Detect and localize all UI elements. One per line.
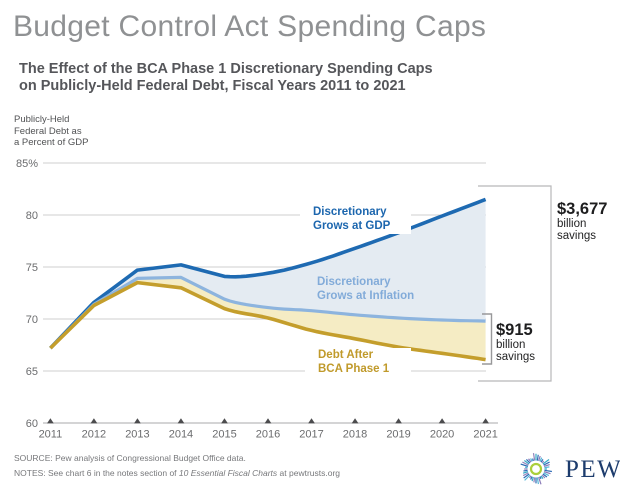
starburst-ray bbox=[522, 461, 529, 466]
notes-italic-title: 10 Essential Fiscal Charts bbox=[178, 468, 278, 478]
x-tick-mark bbox=[47, 418, 54, 424]
starburst-ray bbox=[543, 472, 550, 477]
line-debt-after-bca bbox=[49, 280, 486, 362]
page-title: Budget Control Act Spending Caps bbox=[13, 10, 487, 43]
starburst-ray bbox=[540, 459, 544, 463]
starburst-ray bbox=[525, 458, 531, 464]
starburst-ray bbox=[531, 476, 534, 482]
starburst-ray bbox=[520, 463, 529, 467]
y-tick-label: 85% bbox=[16, 158, 38, 170]
savings-bracket-inflation bbox=[482, 313, 493, 365]
y-tick-label: 60 bbox=[26, 418, 38, 430]
subtitle-line-2: on Publicly-Held Federal Debt, Fiscal Ye… bbox=[19, 78, 406, 94]
starburst-ray bbox=[522, 472, 529, 477]
starburst-ray bbox=[528, 458, 532, 463]
starburst-ray bbox=[532, 458, 534, 462]
starburst-ray bbox=[523, 460, 530, 465]
starburst-ray bbox=[539, 476, 542, 480]
y-tick-label: 65 bbox=[26, 366, 38, 378]
gdp-savings-amount: $3,677 bbox=[557, 200, 608, 218]
starburst-ray bbox=[530, 476, 533, 480]
starburst-ray bbox=[543, 461, 550, 466]
starburst-ray bbox=[523, 473, 530, 479]
chart-subtitle: The Effect of the BCA Phase 1 Discretion… bbox=[19, 61, 433, 95]
starburst-ray bbox=[539, 457, 543, 462]
line-grows-at-inflation bbox=[49, 275, 486, 350]
starburst-ray bbox=[522, 471, 529, 474]
line-grows-at-gdp bbox=[49, 197, 487, 350]
starburst-ray bbox=[544, 469, 552, 473]
series-label-grows-at-inflation: Discretionary Grows at Inflation bbox=[317, 276, 415, 302]
x-tick-mark bbox=[264, 418, 272, 424]
series-label-debt-after-bca: Debt After BCA Phase 1 bbox=[305, 348, 411, 378]
x-tick-label: 2014 bbox=[169, 429, 193, 441]
pew-logo: PEW bbox=[510, 443, 620, 495]
x-tick-mark bbox=[90, 418, 98, 424]
y-tick-label: 75 bbox=[26, 262, 38, 274]
subtitle-line-1: The Effect of the BCA Phase 1 Discretion… bbox=[19, 61, 433, 77]
annotation-inflation-savings: $915 billion savings bbox=[496, 321, 535, 363]
x-tick-mark bbox=[134, 418, 141, 424]
annotation-gdp-savings: $3,677 billion savings bbox=[557, 200, 608, 242]
savings-bracket-gdp bbox=[478, 185, 552, 382]
x-tick-mark bbox=[351, 418, 359, 424]
pew-wordmark: PEW bbox=[565, 456, 620, 483]
x-tick-mark bbox=[438, 418, 446, 424]
x-tick-mark bbox=[177, 418, 185, 424]
x-tick-label: 2020 bbox=[430, 429, 454, 441]
starburst-ray bbox=[536, 477, 539, 485]
x-tick-label: 2019 bbox=[386, 429, 410, 441]
y-tick-label: 80 bbox=[26, 210, 38, 222]
starburst-ray bbox=[543, 471, 551, 475]
starburst-ray bbox=[541, 460, 545, 464]
starburst-ray bbox=[533, 477, 536, 483]
x-tick-label: 2017 bbox=[299, 429, 323, 441]
starburst-ray bbox=[540, 475, 544, 479]
starburst-ring bbox=[529, 462, 543, 476]
x-tick-mark bbox=[482, 418, 489, 424]
series-label-grows-at-gdp: Discretionary Grows at GDP bbox=[300, 205, 411, 234]
x-tick-label: 2013 bbox=[125, 429, 149, 441]
starburst-ray bbox=[532, 453, 536, 461]
x-tick-label: 2018 bbox=[343, 429, 367, 441]
notes-line: NOTES: See chart 6 in the notes section … bbox=[14, 468, 341, 478]
x-tick-label: 2016 bbox=[256, 429, 280, 441]
fill-inflation-vs-bca bbox=[50, 277, 486, 360]
y-axis-unit-label: Publicly-Held Federal Debt as a Percent … bbox=[14, 114, 89, 148]
starburst-ray bbox=[536, 454, 539, 461]
starburst-ray bbox=[538, 476, 542, 485]
starburst-ray bbox=[543, 463, 550, 467]
starburst-ray bbox=[529, 475, 532, 479]
x-tick-mark bbox=[308, 418, 315, 424]
starburst-ray bbox=[538, 455, 541, 462]
x-tick-mark bbox=[395, 418, 402, 424]
starburst-ray bbox=[530, 458, 533, 462]
pew-starburst-icon bbox=[520, 453, 552, 485]
starburst-ray bbox=[541, 474, 546, 479]
x-tick-label: 2015 bbox=[212, 429, 236, 441]
y-tick-label: 70 bbox=[26, 314, 38, 326]
x-tick-mark bbox=[221, 418, 228, 424]
x-tick-label: 2011 bbox=[39, 429, 63, 441]
source-note: SOURCE: Pew analysis of Congressional Bu… bbox=[14, 453, 246, 463]
x-tick-label: 2021 bbox=[473, 429, 497, 441]
x-tick-label: 2012 bbox=[82, 429, 106, 441]
starburst-ray bbox=[542, 473, 548, 478]
starburst-ray bbox=[524, 474, 531, 481]
starburst-ray bbox=[542, 459, 550, 465]
starburst-ray bbox=[523, 469, 528, 472]
inflation-savings-amount: $915 bbox=[496, 321, 533, 339]
starburst-ray bbox=[544, 466, 550, 469]
